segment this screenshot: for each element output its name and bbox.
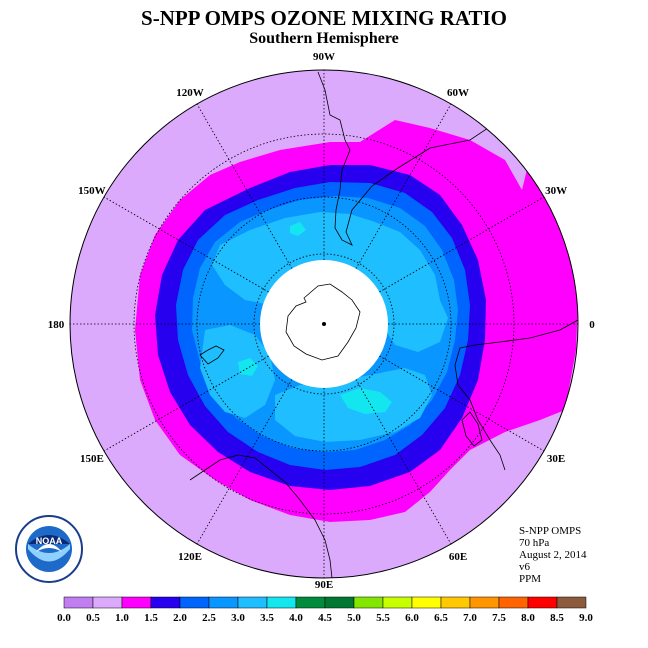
pressure-level: 70 hPa — [519, 537, 550, 549]
colorbar-tick-13: 6.5 — [434, 612, 448, 624]
colorbar-swatch-3 — [150, 596, 181, 609]
colorbar-tick-18: 9.0 — [579, 612, 593, 624]
colorbar-swatches — [63, 596, 587, 609]
colorbar-tick-17: 8.5 — [550, 612, 564, 624]
south-pole-marker — [322, 322, 326, 326]
units-label: PPM — [519, 573, 542, 585]
colorbar-tick-8: 4.0 — [289, 612, 303, 624]
meridian-60w — [355, 103, 452, 269]
longitude-label-120e: 120E — [178, 551, 202, 563]
map-outline — [69, 69, 579, 579]
colorbar-swatch-10 — [353, 596, 384, 609]
colorbar-tick-0: 0.0 — [57, 612, 71, 624]
meridian-30w — [379, 196, 545, 293]
longitude-label-60w: 60W — [447, 87, 469, 99]
colorbar-tick-14: 7.0 — [463, 612, 477, 624]
colorbar-swatch-16 — [527, 596, 558, 609]
svg-text:NOAA: NOAA — [36, 536, 63, 546]
colorbar-swatch-12 — [411, 596, 442, 609]
colorbar-swatch-0 — [63, 596, 94, 609]
product-version: v6 — [519, 561, 530, 573]
band-3_5-4_0 — [238, 222, 392, 414]
colorbar-tick-9: 4.5 — [318, 612, 332, 624]
longitude-label-90e: 90E — [315, 579, 333, 591]
map-subtitle: Southern Hemisphere — [249, 30, 399, 47]
colorbar-swatch-15 — [498, 596, 529, 609]
meridian-30e — [379, 355, 545, 452]
longitude-label-60e: 60E — [449, 551, 467, 563]
colorbar-swatch-1 — [92, 596, 123, 609]
longitude-label-150e: 150E — [80, 453, 104, 465]
map-title: S-NPP OMPS OZONE MIXING RATIO — [141, 6, 507, 30]
longitude-label-120w: 120W — [176, 87, 204, 99]
colorbar-tick-6: 3.0 — [231, 612, 245, 624]
observation-date: August 2, 2014 — [519, 549, 587, 561]
colorbar-swatch-11 — [382, 596, 413, 609]
longitude-label-180: 180 — [48, 319, 65, 331]
meridian-120w — [196, 103, 293, 269]
meridians — [70, 70, 578, 578]
longitude-labels: 0 30E 60E 90E 120E 150E 180 150W 120W 90W 60W 30W — [48, 51, 596, 591]
meridian-150w — [103, 196, 269, 293]
colorbar-tick-12: 6.0 — [405, 612, 419, 624]
map-info-block: S-NPP OMPS 70 hPa August 2, 2014 v6 PPM — [519, 525, 587, 585]
instrument-label: S-NPP OMPS — [519, 525, 582, 537]
colorbar-swatch-2 — [121, 596, 152, 609]
colorbar-swatch-14 — [469, 596, 500, 609]
colorbar-tick-labels: 0.0 0.5 1.0 1.5 2.0 2.5 3.0 3.5 4.0 4.5 5.0 5.5 6.0 6… — [57, 612, 593, 624]
noaa-logo: NOAA — [14, 514, 84, 589]
meridian-150e — [103, 355, 269, 452]
longitude-label-30e: 30E — [547, 453, 565, 465]
meridian-120e — [196, 379, 293, 545]
longitude-label-90w: 90W — [313, 51, 335, 63]
longitude-label-0: 0 — [589, 319, 595, 331]
colorbar-tick-10: 5.0 — [347, 612, 361, 624]
parallels — [133, 133, 515, 515]
longitude-label-150w: 150W — [78, 185, 106, 197]
colorbar-swatch-5 — [208, 596, 239, 609]
colorbar-swatch-4 — [179, 596, 210, 609]
colorbar-tick-11: 5.5 — [376, 612, 390, 624]
noaa-seal-icon: NOAA — [15, 515, 83, 583]
colorbar-tick-2: 1.0 — [115, 612, 129, 624]
colorbar-swatch-8 — [295, 596, 326, 609]
colorbar-swatch-13 — [440, 596, 471, 609]
colorbar-tick-1: 0.5 — [86, 612, 100, 624]
colorbar-tick-4: 2.0 — [173, 612, 187, 624]
colorbar-tick-7: 3.5 — [260, 612, 274, 624]
colorbar-swatch-9 — [324, 596, 355, 609]
longitude-label-30w: 30W — [545, 185, 567, 197]
colorbar-swatch-7 — [266, 596, 297, 609]
colorbar-tick-16: 8.0 — [521, 612, 535, 624]
colorbar-tick-3: 1.5 — [144, 612, 158, 624]
colorbar-tick-15: 7.5 — [492, 612, 506, 624]
meridian-60e — [355, 379, 452, 545]
colorbar-tick-5: 2.5 — [202, 612, 216, 624]
colorbar-swatch-17 — [556, 596, 587, 609]
colorbar-swatch-6 — [237, 596, 268, 609]
colorbar: 0.0 0.5 1.0 1.5 2.0 2.5 3.0 3.5 4.0 4.5 5.0 5.5 6.0 6… — [57, 596, 593, 624]
coastlines — [189, 71, 578, 578]
